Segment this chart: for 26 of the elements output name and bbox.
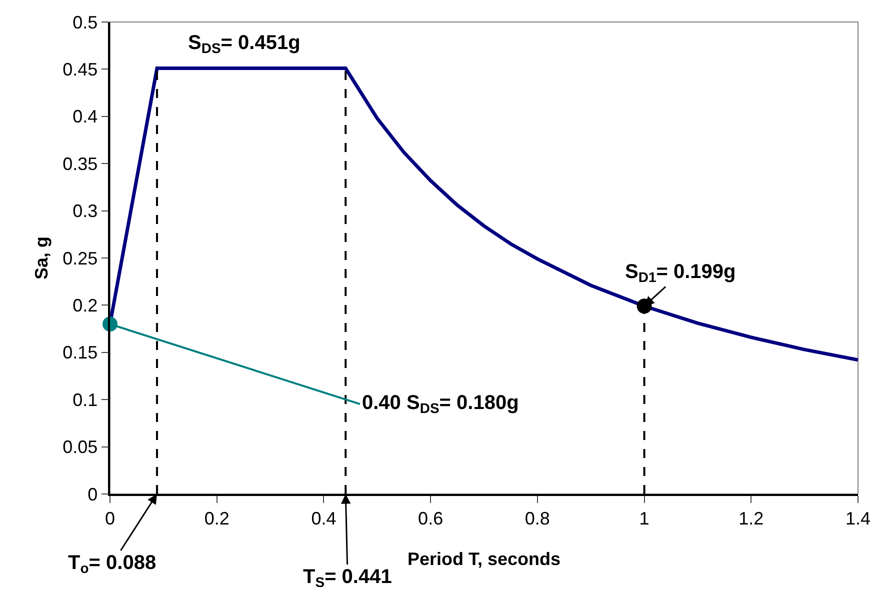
y-axis-title: Sa, g	[31, 236, 52, 280]
annotation: S$_{DS}$= 0.451g	[188, 32, 300, 56]
y-tick-label: 0.25	[62, 248, 98, 268]
y-tick-label: 0.05	[62, 437, 98, 458]
annotation: 0.40 S$_{DS}$= 0.180g	[362, 392, 519, 416]
annotation: S$_{D1}$= 0.199g	[625, 261, 736, 286]
y-tick-label: 0.1	[72, 390, 98, 410]
y-tick-label: 0.3	[72, 201, 98, 222]
y-tick-label: 0.15	[62, 342, 98, 363]
x-tick-label: 0.6	[418, 508, 444, 528]
x-tick-label: 1	[639, 508, 650, 528]
y-tick-label: 0.45	[62, 60, 98, 80]
x-axis-title: Period T, seconds	[407, 548, 561, 569]
x-tick-label: 1.2	[738, 508, 764, 528]
x-tick-label: 0.8	[524, 508, 550, 528]
y-tick-label: 0.4	[72, 106, 98, 127]
y-tick-label: 0.2	[72, 296, 98, 316]
x-tick-label: 0.2	[204, 508, 230, 528]
annotation: T$_{S}$= 0.441	[303, 566, 392, 590]
annotation: T$_{o}$= 0.088	[68, 552, 156, 576]
y-tick-label: 0.35	[62, 154, 98, 174]
x-tick-label: 1.4	[845, 508, 871, 528]
x-tick-label: 0.4	[311, 508, 336, 528]
y-tick-label: 0	[88, 484, 98, 504]
x-tick-label: 0	[104, 508, 116, 528]
y-tick-label: 0.5	[72, 12, 98, 32]
